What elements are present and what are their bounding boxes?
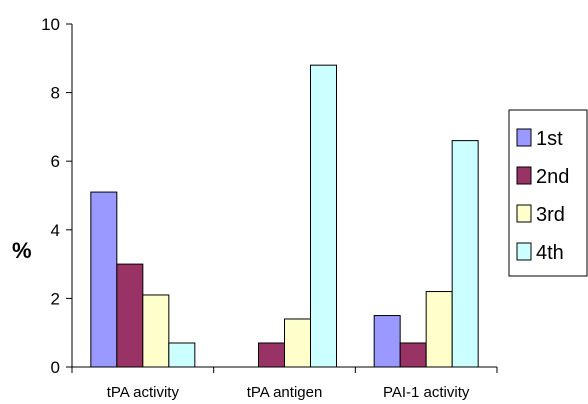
bar-2nd-2 [399, 342, 427, 368]
legend-swatch [516, 204, 532, 223]
legend-swatch [516, 128, 532, 147]
bar-2nd-1 [258, 342, 285, 368]
x-category-label: PAI-1 activity [383, 384, 470, 401]
bar-4th-1 [310, 64, 337, 368]
legend-swatch [516, 166, 532, 185]
y-tick-label: 2 [51, 289, 60, 308]
x-category-label: tPA antigen [247, 384, 323, 401]
bar-2nd-0 [116, 263, 144, 368]
bar-1st-2 [373, 315, 401, 368]
bar-3rd-0 [142, 294, 170, 368]
legend-swatch [516, 242, 532, 261]
y-tick-label: 4 [51, 221, 60, 240]
bar-1st-0 [90, 191, 118, 368]
y-tick-label: 6 [51, 152, 60, 171]
legend-label: 1st [536, 128, 563, 150]
bar-4th-2 [451, 140, 479, 368]
y-tick-label: 0 [51, 358, 60, 377]
legend-label: 2nd [536, 166, 569, 188]
legend: 1st 2nd 3rd 4th [508, 109, 588, 277]
bar-3rd-1 [284, 318, 311, 368]
y-tick-label: 8 [51, 84, 60, 103]
bar-3rd-2 [425, 291, 453, 368]
bar-4th-0 [168, 342, 196, 368]
y-tick-label: 10 [41, 15, 60, 34]
y-axis-label: % [12, 238, 32, 263]
legend-label: 3rd [536, 204, 565, 226]
legend-label: 4th [536, 242, 564, 264]
x-category-label: tPA activity [107, 384, 180, 401]
